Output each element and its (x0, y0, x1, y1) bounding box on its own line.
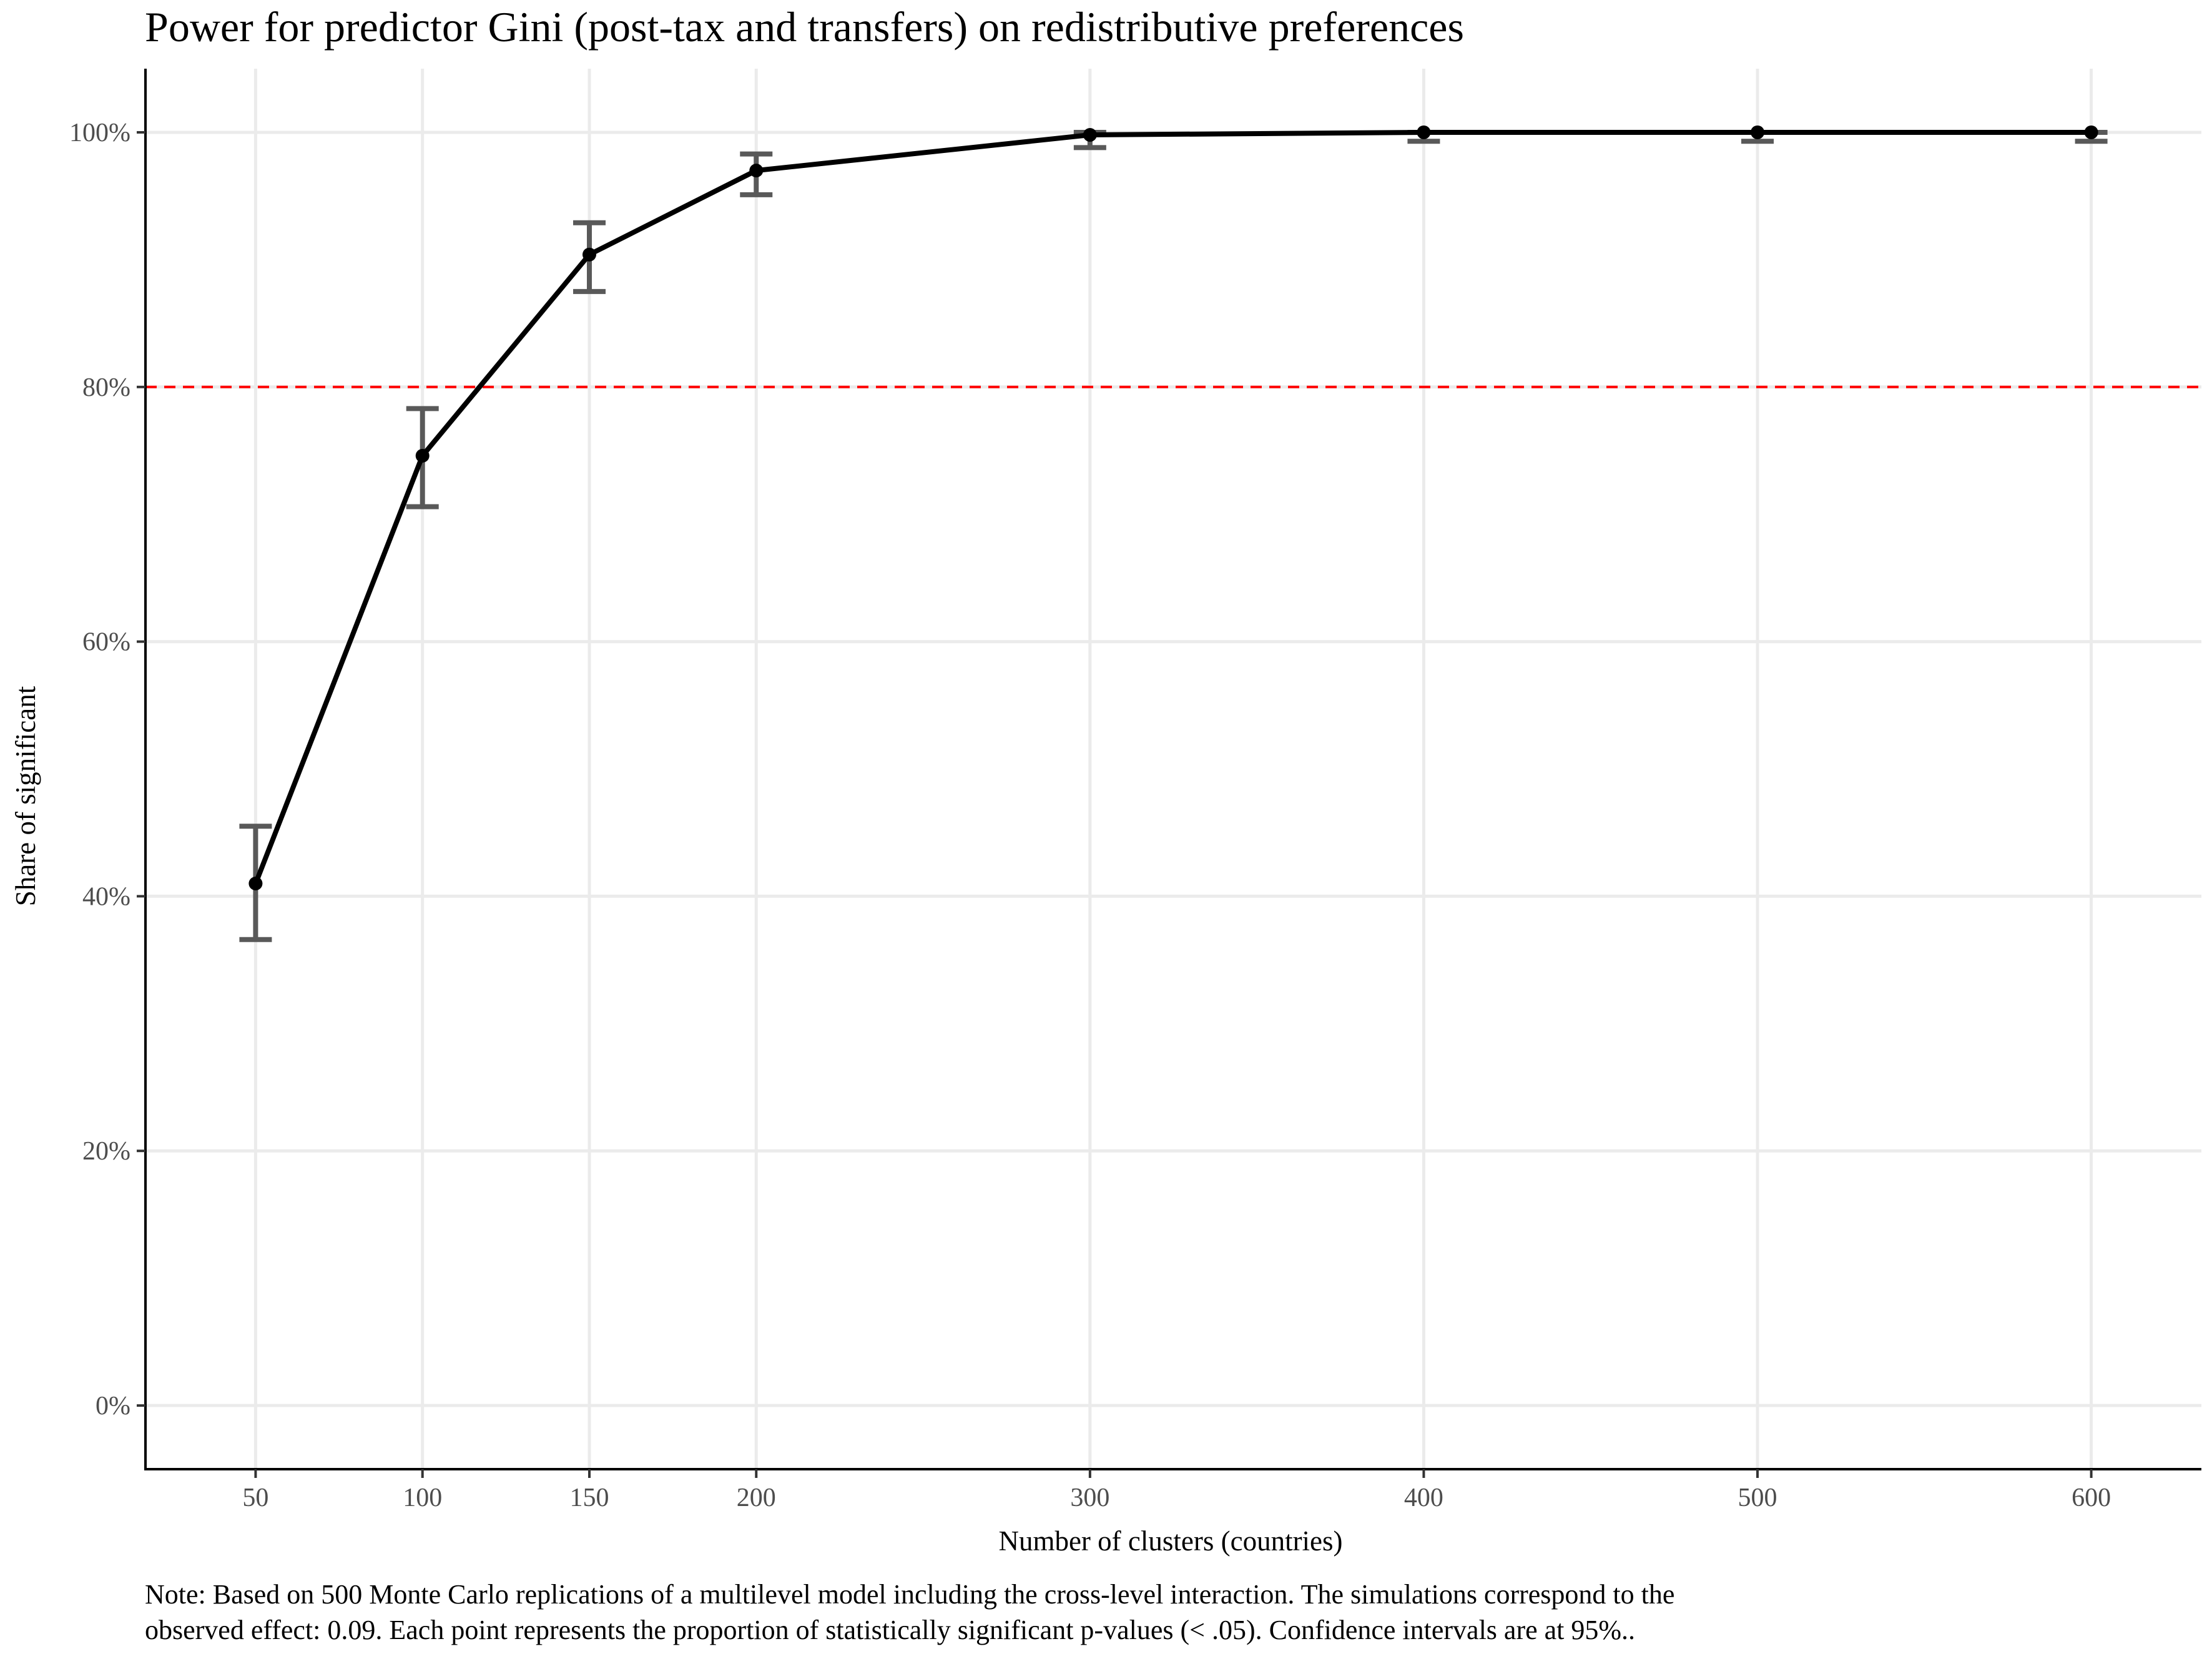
note-line-1: Note: Based on 500 Monte Carlo replicati… (145, 1579, 1674, 1610)
data-points (248, 125, 2098, 891)
x-tick-label-400: 400 (1404, 1484, 1443, 1512)
data-point-50 (248, 877, 263, 891)
series-line (253, 129, 2092, 885)
x-tick-label-200: 200 (737, 1484, 776, 1512)
x-tick-label-150: 150 (569, 1484, 609, 1512)
data-point-200 (749, 164, 764, 178)
note-line-2: observed effect: 0.09. Each point repres… (145, 1615, 1635, 1645)
y-axis-title: Share of significant (10, 686, 41, 906)
chart-title: Power for predictor Gini (post-tax and t… (145, 3, 1464, 51)
x-tick-labels: 50 100 150 200 300 400 500 600 (242, 1484, 2111, 1512)
y-tick-label-60: 60% (82, 628, 130, 657)
data-point-600 (2084, 125, 2098, 139)
y-tick-labels: 0% 20% 40% 60% 80% 100% (69, 119, 130, 1420)
data-point-100 (415, 448, 430, 463)
x-axis-title: Number of clusters (countries) (998, 1525, 1342, 1557)
data-point-150 (582, 247, 596, 262)
y-tick-label-40: 40% (82, 882, 130, 911)
y-tick-label-20: 20% (82, 1137, 130, 1166)
data-point-400 (1417, 125, 1431, 139)
x-tick-label-500: 500 (1738, 1484, 1777, 1512)
series-line-group (253, 129, 2092, 885)
y-tick-label-0: 0% (96, 1392, 130, 1420)
data-point-500 (1751, 125, 1765, 139)
axes (137, 69, 2201, 1478)
y-tick-label-100: 100% (69, 119, 130, 147)
x-tick-label-600: 600 (2072, 1484, 2111, 1512)
x-tick-label-50: 50 (242, 1484, 268, 1512)
x-tick-label-100: 100 (403, 1484, 442, 1512)
data-point-300 (1083, 128, 1097, 142)
x-tick-label-300: 300 (1070, 1484, 1109, 1512)
y-tick-label-80: 80% (82, 373, 130, 402)
